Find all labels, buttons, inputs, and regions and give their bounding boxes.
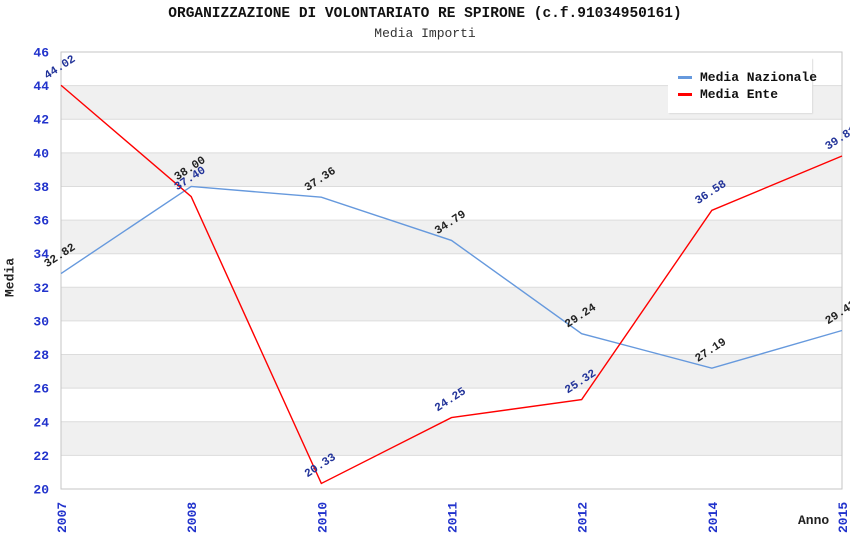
chart-title: ORGANIZZAZIONE DI VOLONTARIATO RE SPIRON… — [168, 6, 682, 22]
plot-band — [61, 287, 842, 321]
plot-band — [61, 186, 842, 221]
x-tick-label: 2014 — [706, 502, 721, 533]
series-line-media-nazionale — [60, 185, 843, 369]
x-tick-label: 2012 — [576, 502, 591, 533]
y-tick-label: 30 — [33, 314, 49, 329]
x-tick-label: 2015 — [836, 502, 850, 533]
x-tick-label: 2008 — [185, 502, 200, 533]
y-tick-label: 40 — [33, 146, 49, 161]
legend-item-media-nazionale: Media Nazionale — [678, 70, 817, 85]
legend-label: Media Nazionale — [700, 69, 818, 85]
series-line-media-ente — [60, 84, 843, 485]
plot-band — [61, 388, 842, 422]
x-tick-label: 2007 — [55, 502, 70, 533]
y-tick-label: 34 — [33, 247, 49, 262]
plot-band — [61, 220, 842, 254]
y-tick-label: 44 — [33, 79, 49, 94]
plot-band — [61, 354, 842, 389]
y-tick-label: 46 — [33, 46, 49, 61]
legend-line-swatch-nazionale — [678, 75, 692, 79]
legend-item-media-ente: Media Ente — [678, 86, 802, 102]
x-axis-title: Anno — [798, 513, 830, 528]
y-tick-label: 36 — [33, 214, 49, 229]
plot-band — [61, 119, 842, 153]
y-axis-title: Media — [2, 258, 18, 298]
y-tick-label: 42 — [33, 113, 49, 128]
plot-band — [61, 253, 842, 288]
plot-border — [60, 51, 843, 490]
y-tick-label: 20 — [33, 483, 49, 498]
y-tick-label: 26 — [33, 382, 49, 397]
x-tick-label: 2011 — [446, 502, 461, 533]
plot-band — [61, 455, 842, 489]
legend-line-swatch-ente — [678, 92, 692, 96]
y-tick-label: 28 — [33, 348, 49, 363]
legend-label: Media Ente — [700, 86, 779, 102]
y-tick-label: 22 — [33, 449, 49, 464]
plot-band — [61, 421, 842, 456]
plot-band — [61, 152, 842, 187]
y-tick-label: 38 — [33, 180, 49, 195]
legend: Media Nazionale Media Ente — [668, 58, 817, 113]
plot-band — [61, 320, 842, 355]
x-tick-label: 2010 — [315, 502, 330, 533]
y-tick-label: 24 — [33, 415, 49, 430]
chart-subtitle: Media Importi — [374, 26, 476, 41]
y-tick-label: 32 — [33, 281, 49, 296]
